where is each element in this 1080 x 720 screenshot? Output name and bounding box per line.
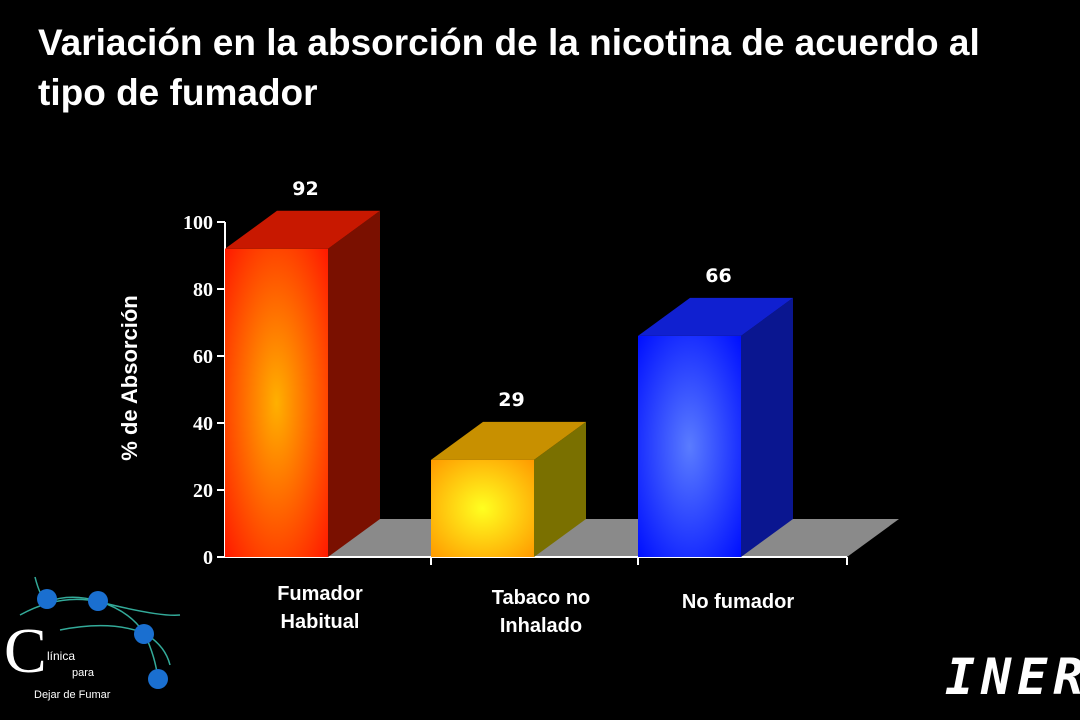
bar-front — [225, 248, 328, 558]
category-label-line: Habitual — [280, 611, 360, 633]
bar-front — [638, 335, 741, 557]
bar-1 — [225, 210, 380, 558]
data-label: 92 — [292, 178, 318, 200]
category-label: No fumador — [648, 588, 828, 616]
clinic-logo: C línica para Dejar de Fumar — [0, 575, 190, 720]
clinic-text-2: para — [72, 667, 95, 679]
bar-2 — [431, 421, 586, 557]
molecule-icon — [19, 576, 181, 689]
clinic-text-3: Dejar de Fumar — [34, 689, 111, 701]
category-label-line: Tabaco no — [491, 587, 591, 609]
category-label-line: No fumador — [681, 591, 795, 613]
bar-top — [431, 421, 586, 460]
bar-top — [638, 297, 793, 336]
y-axis-label: % de Absorción — [117, 295, 142, 461]
y-tick-label: 80 — [193, 279, 213, 301]
clinic-text-1: línica — [47, 649, 76, 663]
y-tick-label: 0 — [203, 547, 213, 569]
data-label: 29 — [498, 389, 524, 411]
bar-front — [431, 459, 534, 557]
category-label-line: Fumador — [277, 583, 363, 605]
bar-top — [225, 210, 380, 249]
bar-side — [328, 210, 380, 558]
category-label-line: Inhalado — [499, 615, 583, 637]
y-tick-label: 40 — [193, 413, 213, 435]
bar-side — [741, 297, 793, 557]
data-label: 66 — [705, 265, 731, 287]
bar-3 — [638, 297, 793, 557]
y-tick-label: 20 — [193, 480, 213, 502]
clinic-letter: C — [4, 615, 47, 686]
category-label: Fumador Habitual — [230, 580, 410, 636]
category-label: Tabaco no Inhalado — [451, 584, 631, 640]
y-tick-label: 100 — [183, 212, 213, 234]
bar-side — [534, 421, 586, 557]
chart-title: Variación en la absorción de la nicotina… — [38, 22, 980, 113]
y-tick-label: 60 — [193, 346, 213, 368]
iner-logo: INER — [945, 648, 1080, 706]
